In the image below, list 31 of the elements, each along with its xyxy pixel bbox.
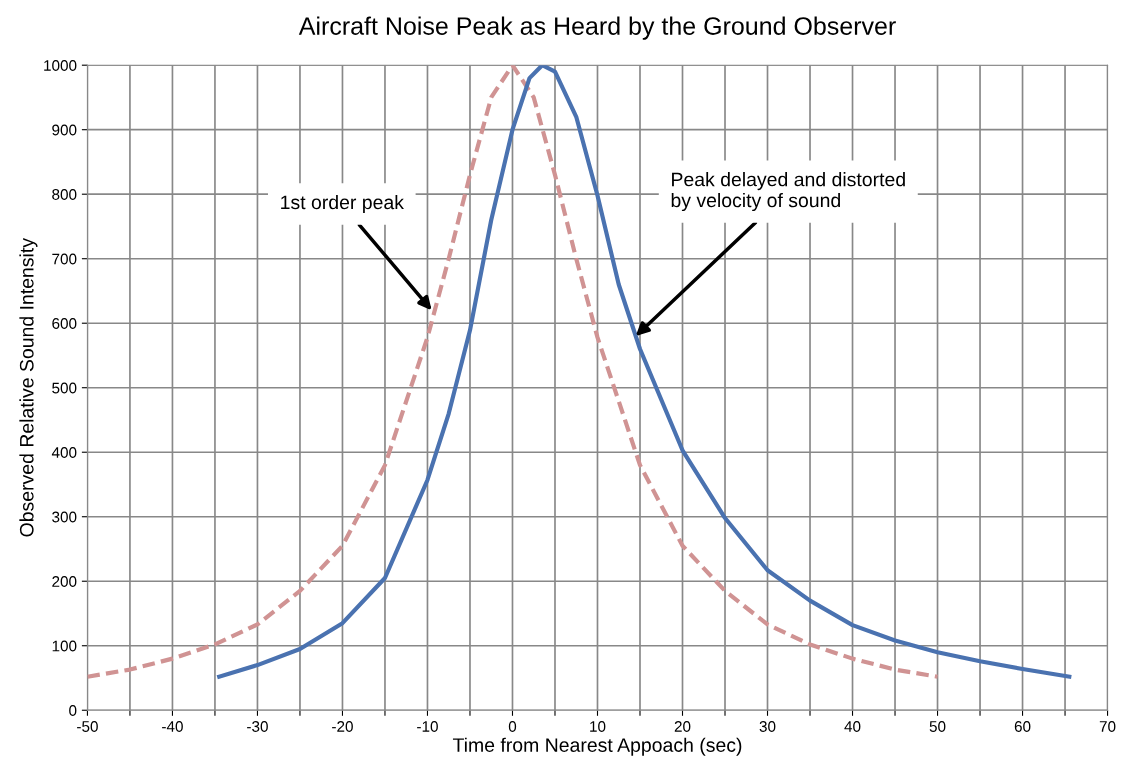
x-tick-label: -40 xyxy=(162,721,183,732)
x-tick-label: 10 xyxy=(590,721,606,732)
x-axis-title: Time from Nearest Appoach (sec) xyxy=(452,737,742,756)
line-series xyxy=(217,65,1072,679)
x-tick-label: 0 xyxy=(508,721,517,732)
y-tick-label: 200 xyxy=(52,576,77,587)
x-tick-label: 30 xyxy=(759,721,776,732)
y-tick-label: 600 xyxy=(52,318,77,329)
x-tick-label: 20 xyxy=(674,721,691,732)
x-tick-label: 40 xyxy=(844,721,861,732)
line-series xyxy=(87,65,940,679)
y-tick-label: 0 xyxy=(69,705,77,716)
y-tick-label: 500 xyxy=(52,382,77,394)
annotation: Peak delayed and distorted by velocity of sound xyxy=(671,172,905,212)
y-tick-label: 400 xyxy=(51,447,77,458)
y-axis-title: Observed Relative Sound Intensity xyxy=(19,238,38,537)
x-tick-label: 70 xyxy=(1099,721,1116,732)
y-tick-label: 800 xyxy=(52,189,77,200)
x-tick-label: -10 xyxy=(417,721,438,732)
x-tick-label: 50 xyxy=(929,721,946,732)
x-tick-label: -30 xyxy=(247,721,268,732)
y-tick-label: 700 xyxy=(52,253,77,265)
x-tick-label: -20 xyxy=(332,721,353,732)
y-tick-label: 100 xyxy=(52,640,77,652)
y-tick-label: 1000 xyxy=(44,60,77,71)
x-tick-label: 60 xyxy=(1014,721,1031,732)
y-tick-label: 900 xyxy=(52,124,77,136)
chart-title: Aircraft Noise Peak as Heard by the Ground Observer xyxy=(298,16,896,40)
annotation: 1st order peak xyxy=(281,194,404,214)
y-tick-label: 300 xyxy=(52,511,77,523)
x-tick-label: -50 xyxy=(77,721,98,732)
